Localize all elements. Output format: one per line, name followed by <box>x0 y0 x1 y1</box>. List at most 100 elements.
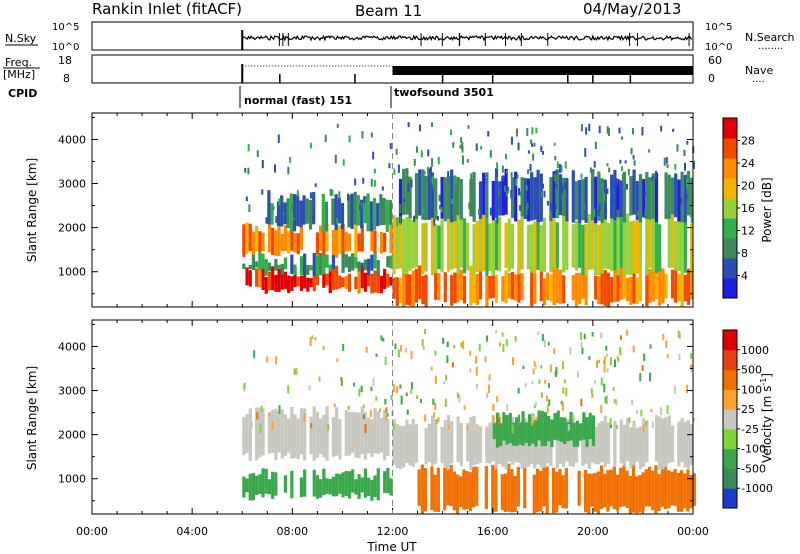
data-speck <box>560 401 563 405</box>
data-column <box>469 265 473 306</box>
data-column <box>335 225 339 258</box>
data-speck <box>542 183 545 189</box>
data-speck <box>266 356 269 363</box>
data-column <box>670 471 674 506</box>
data-speck <box>271 421 274 430</box>
data-speck <box>327 424 330 431</box>
data-speck <box>445 425 448 430</box>
data-speck <box>434 402 437 411</box>
data-speck <box>604 396 607 404</box>
data-column <box>271 471 275 499</box>
data-speck <box>372 377 375 387</box>
data-column <box>367 274 371 287</box>
data-column <box>347 256 352 273</box>
data-speck <box>424 414 427 422</box>
data-speck <box>247 143 250 152</box>
data-speck <box>293 217 296 221</box>
data-speck <box>540 145 543 152</box>
data-column <box>658 269 662 306</box>
data-column <box>690 177 694 218</box>
data-speck <box>685 178 688 188</box>
data-column <box>558 422 563 464</box>
data-speck <box>569 347 572 355</box>
data-speck <box>439 205 442 210</box>
data-speck <box>651 175 654 182</box>
data-speck <box>535 402 538 406</box>
data-column <box>494 219 499 271</box>
data-column <box>533 425 537 469</box>
data-column <box>357 266 361 294</box>
data-column <box>446 176 451 219</box>
data-speck <box>689 365 692 369</box>
data-column <box>417 469 421 506</box>
data-column <box>670 425 675 462</box>
freq-trace <box>241 64 693 83</box>
data-column <box>347 412 352 456</box>
data-column <box>338 473 342 494</box>
data-speck <box>605 208 608 214</box>
data-column <box>283 257 288 270</box>
data-speck <box>535 416 538 421</box>
data-speck <box>550 202 553 212</box>
freq-left-tick-bottom: 8 <box>63 72 70 85</box>
data-speck <box>287 385 290 394</box>
data-column <box>578 272 582 305</box>
data-speck <box>443 380 446 385</box>
data-column <box>383 471 387 493</box>
data-speck <box>311 216 314 220</box>
data-speck <box>603 193 606 202</box>
data-speck <box>245 196 248 202</box>
data-column <box>549 215 553 272</box>
data-speck <box>583 333 586 340</box>
data-column <box>370 419 374 457</box>
time-tick-label: 08:00 <box>276 525 308 538</box>
data-column <box>507 427 511 462</box>
data-column <box>325 254 329 268</box>
data-speck <box>396 386 399 394</box>
data-column <box>523 178 527 220</box>
data-column <box>274 408 278 461</box>
data-speck <box>433 218 436 226</box>
data-column <box>376 468 380 501</box>
data-column <box>261 408 265 456</box>
data-speck <box>399 216 402 225</box>
data-column <box>337 197 341 224</box>
data-speck <box>424 328 427 335</box>
data-speck <box>672 128 675 132</box>
data-column <box>392 277 396 299</box>
data-speck <box>495 177 498 181</box>
data-column <box>424 222 428 272</box>
data-column <box>494 274 499 303</box>
data-column <box>507 463 511 512</box>
data-column <box>558 174 563 216</box>
data-column <box>603 415 607 467</box>
data-column <box>354 479 358 495</box>
data-speck <box>432 412 435 418</box>
data-column <box>542 465 546 507</box>
data-speck <box>563 379 566 384</box>
data-column <box>450 169 454 223</box>
data-column <box>324 201 329 232</box>
data-speck <box>360 203 363 209</box>
data-column <box>635 476 639 514</box>
data-speck <box>397 349 400 358</box>
data-column <box>245 414 249 454</box>
data-speck <box>511 196 514 205</box>
data-column <box>670 269 675 299</box>
data-speck <box>616 355 619 360</box>
data-speck <box>651 421 654 428</box>
data-column <box>427 423 431 463</box>
data-speck <box>560 165 563 173</box>
data-column <box>462 275 467 304</box>
data-column <box>277 411 281 453</box>
data-column <box>392 215 396 274</box>
colorbar-tick-label: -1000 <box>741 482 773 495</box>
data-column <box>600 218 604 274</box>
data-column <box>533 271 537 304</box>
colorbar-frame <box>722 329 738 509</box>
data-speck <box>336 123 339 128</box>
velocity-colorbar-label-close: ] <box>760 373 774 378</box>
data-column <box>395 277 399 306</box>
data-column <box>466 422 470 462</box>
data-speck <box>253 350 256 359</box>
